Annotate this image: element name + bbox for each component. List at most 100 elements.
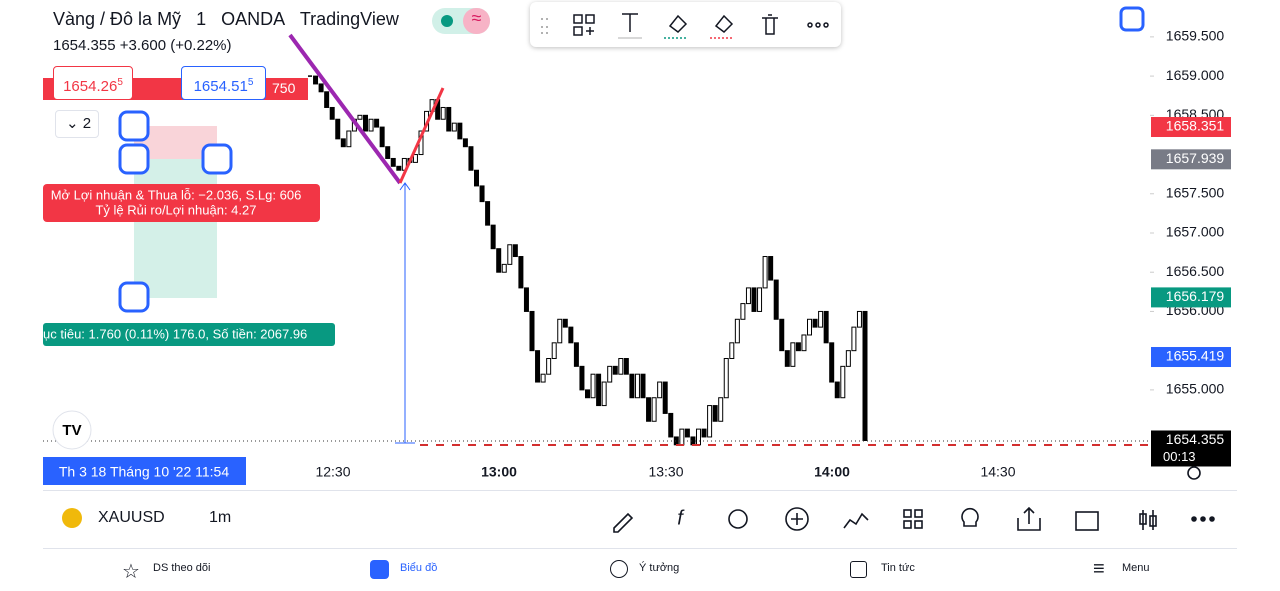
- candle-body: [718, 397, 724, 422]
- legend-toggle[interactable]: ⌄ 2: [55, 110, 99, 138]
- add-tool[interactable]: [785, 507, 809, 531]
- buy-button[interactable]: 1654.515: [181, 66, 266, 100]
- candle-body: [540, 373, 546, 383]
- candle-body: [740, 303, 746, 320]
- candle-body: [496, 248, 502, 273]
- x-tick-label: 13:00: [481, 464, 517, 480]
- trend-line: [288, 33, 402, 185]
- price-line: 1654.355 +3.600 (+0.22%): [53, 37, 232, 54]
- candle-body: [629, 373, 635, 399]
- candle-body: [662, 381, 668, 414]
- spread-value: 750: [272, 80, 296, 96]
- candle-body: [518, 256, 524, 289]
- interval-button[interactable]: 1m: [209, 509, 232, 526]
- settings-icon[interactable]: [1187, 466, 1201, 480]
- candle-body: [346, 130, 352, 148]
- watchlist-icon: ☆: [122, 561, 140, 583]
- candle-body: [585, 389, 590, 399]
- candle-body: [784, 350, 790, 367]
- indicator-tool[interactable]: [843, 512, 869, 529]
- candle-body: [512, 244, 518, 258]
- nav-menu[interactable]: Menu: [1122, 562, 1150, 574]
- chevron: ⌄: [66, 115, 79, 132]
- handle[interactable]: [118, 110, 150, 142]
- candle-body: [363, 114, 368, 132]
- ratio-label: Tỷ lệ Rủi ro/Lợi nhuận: 4.27: [95, 202, 256, 217]
- toolbar-icons: [541, 13, 829, 39]
- trend-line: [398, 87, 445, 184]
- y-tick-label: 1659.500: [1166, 28, 1225, 44]
- candle-body: [396, 165, 402, 171]
- replay-tool[interactable]: [1075, 511, 1099, 531]
- status-pill[interactable]: ≈: [432, 8, 490, 34]
- target-zone: [134, 159, 217, 298]
- news-icon: [850, 561, 867, 578]
- candle-type-tool[interactable]: [1142, 510, 1154, 530]
- candle-body: [590, 373, 596, 399]
- layout-tool[interactable]: [903, 509, 912, 518]
- candle-body: [640, 373, 646, 399]
- candle-body: [568, 326, 574, 344]
- delay-status: ≈: [463, 8, 490, 34]
- candle-body: [490, 224, 496, 250]
- drag-handle[interactable]: [541, 18, 548, 34]
- nav-news[interactable]: Tin tức: [881, 562, 915, 574]
- line-color-icon[interactable]: [714, 14, 734, 33]
- nav-chart[interactable]: Biểu đồ: [400, 562, 438, 574]
- candle-body: [812, 318, 818, 328]
- nav-watchlist[interactable]: DS theo dõi: [153, 562, 211, 574]
- symbol-title: Vàng / Đô la Mỹ: [53, 9, 182, 29]
- tv-logo[interactable]: [52, 410, 92, 450]
- crosshair-time-box: [43, 457, 246, 485]
- candle-body: [551, 342, 557, 360]
- y-tick-label: 1657.500: [1166, 184, 1225, 200]
- candle-body: [795, 342, 801, 352]
- handle[interactable]: [201, 143, 233, 175]
- delete-icon[interactable]: [762, 14, 778, 35]
- candle-body: [618, 358, 624, 375]
- share-tool[interactable]: [1017, 506, 1041, 531]
- price-badge: [1151, 117, 1231, 138]
- candle-body: [390, 157, 396, 167]
- indicator-count: 2: [82, 115, 92, 132]
- candle-body: [646, 397, 652, 422]
- candle-body: [324, 91, 330, 108]
- sell-button[interactable]: 1654.265: [53, 66, 133, 100]
- candle-body: [313, 75, 319, 85]
- template-icon[interactable]: [573, 14, 583, 24]
- candle-body: [474, 169, 479, 187]
- handle[interactable]: [118, 281, 150, 313]
- drawing-toolbar: [530, 2, 841, 47]
- candle-body: [729, 342, 735, 360]
- candle-body: [573, 342, 579, 367]
- fill-icon[interactable]: [668, 14, 688, 33]
- text-icon[interactable]: [622, 13, 638, 32]
- y-tick-label: 1657.000: [1166, 224, 1225, 240]
- price-scale: 1659.5001659.0001658.5001657.5001657.000…: [1150, 28, 1231, 467]
- candle-body: [807, 318, 812, 336]
- ideas-tool[interactable]: [961, 507, 979, 527]
- draw-tool[interactable]: [613, 512, 634, 533]
- candle-body: [829, 342, 835, 383]
- candle-body: [840, 365, 846, 399]
- bottom-tools: f: [613, 506, 1215, 533]
- symbol-button[interactable]: XAUUSD: [98, 509, 165, 526]
- candle-body: [851, 326, 857, 352]
- candle-body: [657, 381, 663, 399]
- measure-arrow: [399, 182, 411, 191]
- nav-ideas[interactable]: Ý tưởng: [639, 562, 680, 574]
- handles[interactable]: [118, 110, 233, 313]
- tv-logo-text: TV: [62, 422, 81, 439]
- crosshair-time: Th 3 18 Tháng 10 '22 11:54: [59, 464, 230, 480]
- candle-body: [523, 287, 529, 312]
- y-tick-label: 1659.000: [1166, 67, 1225, 83]
- x-tick-label: 14:30: [980, 464, 1015, 480]
- candle-body: [801, 334, 807, 352]
- fullscreen-icon[interactable]: [1119, 6, 1145, 32]
- candle-body: [501, 263, 507, 273]
- price-badge: [1151, 430, 1231, 467]
- price-badge: [1151, 287, 1231, 308]
- candle-body: [818, 310, 824, 328]
- alert-tool[interactable]: [728, 509, 748, 529]
- handle[interactable]: [118, 143, 150, 175]
